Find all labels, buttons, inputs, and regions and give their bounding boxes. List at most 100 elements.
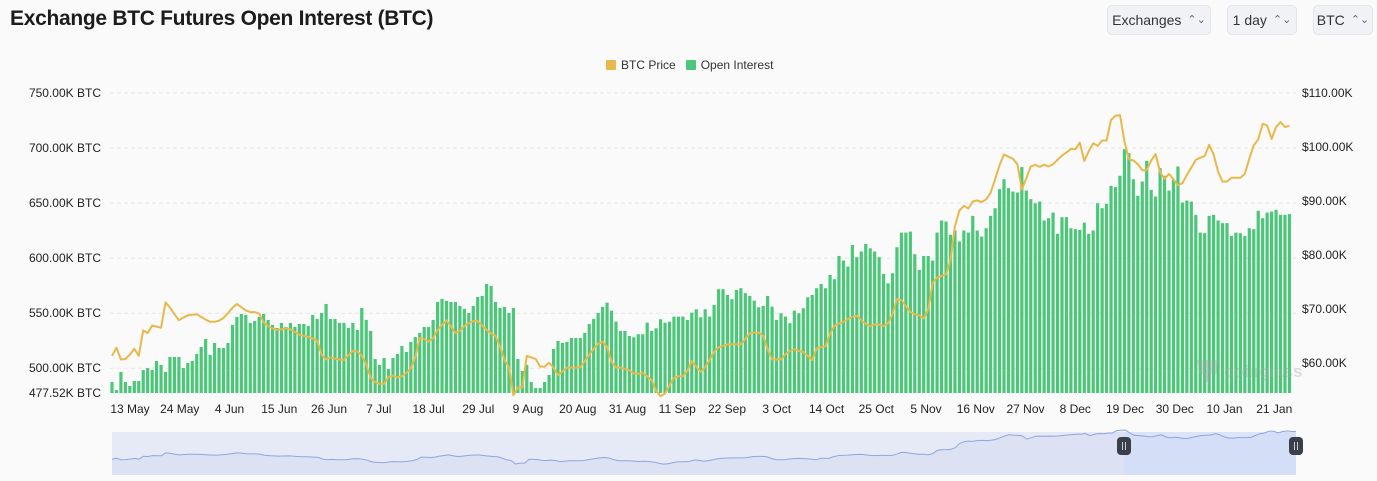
oi-bar[interactable]: [1207, 215, 1211, 393]
oi-bar[interactable]: [792, 310, 796, 393]
oi-bar[interactable]: [739, 288, 743, 393]
oi-bar[interactable]: [195, 353, 199, 393]
oi-bar[interactable]: [864, 243, 868, 393]
oi-bar[interactable]: [609, 310, 614, 393]
oi-bar[interactable]: [935, 232, 939, 393]
oi-bar[interactable]: [953, 230, 957, 393]
oi-bar[interactable]: [181, 368, 185, 393]
oi-bar[interactable]: [699, 317, 703, 393]
oi-bar[interactable]: [1127, 153, 1131, 393]
oi-bar[interactable]: [1176, 166, 1180, 393]
oi-bar[interactable]: [150, 370, 154, 393]
oi-bar[interactable]: [114, 390, 119, 393]
oi-bar[interactable]: [177, 357, 181, 393]
oi-bar[interactable]: [551, 348, 556, 393]
oi-bar[interactable]: [560, 342, 565, 393]
oi-bar[interactable]: [1212, 214, 1216, 393]
oi-bar[interactable]: [841, 260, 846, 393]
oi-bar[interactable]: [1252, 229, 1256, 393]
oi-bar[interactable]: [712, 304, 716, 393]
oi-bar[interactable]: [980, 236, 984, 393]
oi-bar[interactable]: [1261, 218, 1265, 393]
oi-bar[interactable]: [694, 309, 698, 393]
oi-bar[interactable]: [369, 330, 373, 393]
oi-bar[interactable]: [944, 221, 948, 393]
oi-bar[interactable]: [993, 208, 997, 393]
oi-bar[interactable]: [427, 326, 431, 393]
oi-bar[interactable]: [592, 318, 596, 393]
oi-bar[interactable]: [1038, 201, 1042, 393]
oi-bar[interactable]: [253, 320, 257, 393]
oi-bar[interactable]: [186, 362, 190, 393]
oi-bar[interactable]: [1020, 167, 1024, 393]
oi-bar[interactable]: [824, 288, 828, 393]
oi-bar[interactable]: [587, 323, 591, 393]
oi-bar[interactable]: [204, 338, 208, 393]
oi-bar[interactable]: [1225, 223, 1229, 393]
oi-bar[interactable]: [230, 324, 235, 393]
oi-bar[interactable]: [801, 308, 805, 393]
oi-bar[interactable]: [355, 329, 359, 393]
oi-bar[interactable]: [262, 313, 266, 393]
oi-bar[interactable]: [770, 306, 774, 393]
oi-bar[interactable]: [752, 300, 756, 393]
oi-bar[interactable]: [275, 327, 279, 393]
oi-bar[interactable]: [453, 301, 458, 393]
oi-bar[interactable]: [480, 295, 484, 393]
oi-bar[interactable]: [502, 306, 507, 393]
oi-bar[interactable]: [1158, 168, 1162, 393]
oi-bar[interactable]: [975, 230, 979, 393]
oi-bar[interactable]: [904, 232, 908, 393]
oi-bar[interactable]: [534, 388, 538, 393]
oi-bar[interactable]: [645, 322, 649, 393]
oi-bar[interactable]: [1096, 203, 1100, 393]
oi-bar[interactable]: [997, 189, 1002, 393]
oi-bar[interactable]: [1189, 201, 1193, 393]
oi-bar[interactable]: [708, 316, 712, 393]
oi-bar[interactable]: [212, 342, 217, 393]
oi-bar[interactable]: [743, 293, 747, 393]
oi-bar[interactable]: [650, 330, 654, 393]
oi-bar[interactable]: [667, 321, 672, 393]
oi-bar[interactable]: [556, 340, 560, 393]
oi-bar[interactable]: [601, 306, 605, 393]
oi-bar[interactable]: [315, 318, 319, 393]
oi-bar[interactable]: [574, 337, 578, 393]
oi-bar[interactable]: [1256, 210, 1260, 393]
oi-bar[interactable]: [1055, 233, 1060, 393]
oi-bar[interactable]: [685, 319, 689, 393]
oi-bar[interactable]: [1229, 235, 1234, 393]
oi-bar[interactable]: [926, 255, 930, 393]
oi-bar[interactable]: [618, 330, 623, 393]
oi-bar[interactable]: [873, 251, 877, 393]
oi-bar[interactable]: [632, 337, 636, 393]
oi-bar[interactable]: [890, 273, 895, 393]
oi-bar[interactable]: [1171, 179, 1176, 393]
oi-bar[interactable]: [516, 359, 520, 393]
oi-bar[interactable]: [939, 220, 944, 393]
navigator-background[interactable]: [112, 432, 1296, 475]
oi-bar[interactable]: [623, 330, 627, 393]
oi-bar[interactable]: [476, 296, 480, 393]
oi-bar[interactable]: [1136, 195, 1140, 393]
oi-bar[interactable]: [569, 337, 573, 393]
oi-bar[interactable]: [525, 364, 529, 393]
oi-bar[interactable]: [806, 297, 810, 393]
oi-bar[interactable]: [658, 319, 663, 393]
oi-bar[interactable]: [449, 301, 453, 393]
oi-bar[interactable]: [663, 322, 667, 393]
oi-bar[interactable]: [703, 309, 707, 393]
oi-bar[interactable]: [297, 323, 301, 393]
oi-bar[interactable]: [137, 381, 141, 393]
oi-bar[interactable]: [1194, 214, 1198, 393]
oi-bar[interactable]: [989, 215, 993, 393]
oi-bar[interactable]: [498, 307, 502, 393]
oi-bar[interactable]: [627, 335, 631, 393]
oi-bar[interactable]: [288, 322, 292, 393]
oi-bar[interactable]: [462, 308, 466, 393]
oi-bar[interactable]: [538, 388, 542, 393]
unit-dropdown[interactable]: BTC ⌃⌄: [1313, 5, 1373, 35]
oi-bar[interactable]: [1278, 214, 1283, 393]
oi-bar[interactable]: [346, 327, 350, 393]
oi-bar[interactable]: [1015, 192, 1019, 393]
